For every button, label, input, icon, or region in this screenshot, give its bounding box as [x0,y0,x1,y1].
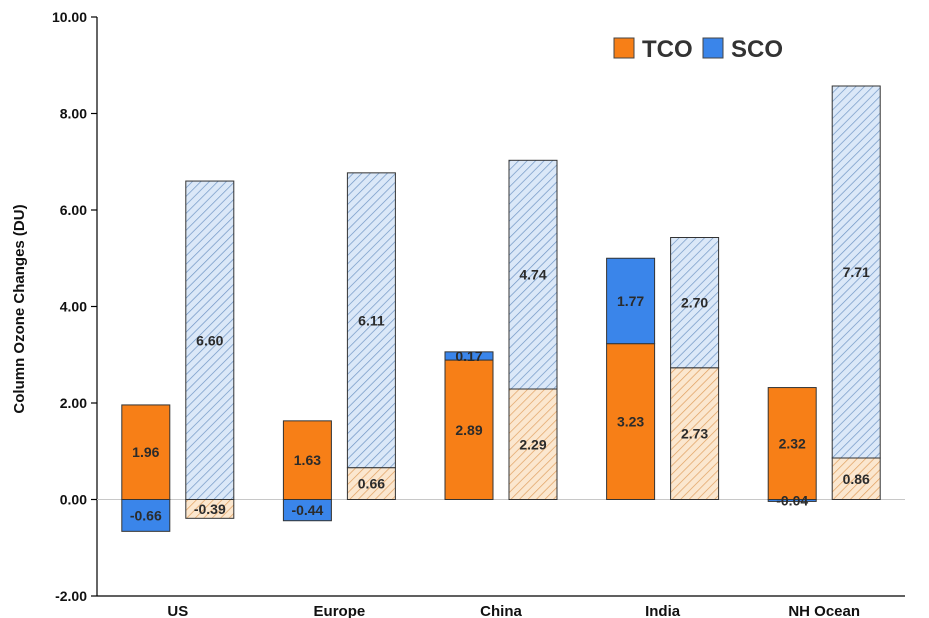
data-label: -0.04 [776,492,808,508]
data-label: 1.63 [294,452,321,468]
bar-sco-solid [121,499,171,532]
x-axis: US Europe China India NH Ocean [97,595,905,618]
legend-label-tco: TCO [642,36,693,63]
data-label: 6.11 [358,312,385,328]
legend-swatch-tco [613,37,635,59]
y-axis: 10.00 8.00 6.00 4.00 2.00 0.00 -2.00 [52,9,905,604]
data-labels: 1.96 -0.66 1.63 -0.44 2.89 0.17 3.23 1.77 2.32 -0… [130,264,870,523]
data-label: 3.23 [617,414,644,430]
data-label: 2.29 [519,436,546,452]
data-label: 2.70 [681,295,708,311]
data-label: 4.74 [519,267,546,283]
legend-label-sco: SCO [731,36,783,63]
bar-tco-hatched [670,367,720,500]
x-category-label: NH Ocean [788,603,860,618]
bar-sco-hatched [670,237,720,369]
legend: TCO SCO [613,36,783,63]
bar-sco-hatched [185,180,235,501]
data-label: 2.32 [779,436,806,452]
bar-tco-solid [606,343,656,500]
data-label: 0.66 [358,476,385,492]
bar-sco-solid [444,351,494,361]
bar-sco-hatched [831,85,881,459]
bar-tco-solid [121,404,171,500]
bar-tco-hatched [831,457,881,501]
bar-sco-solid [282,499,332,522]
y-tick-label: 8.00 [60,106,87,122]
bar-sco-hatched [346,172,396,469]
data-label: -0.66 [130,507,162,523]
data-label: 1.96 [132,444,159,460]
bars [121,85,881,532]
data-label: 1.77 [617,293,644,309]
bar-tco-hatched [346,467,396,500]
y-tick-label: 6.00 [60,202,87,218]
bar-tco-solid [767,387,817,500]
x-category-label: Europe [314,603,366,618]
data-label: -0.44 [291,502,323,518]
data-label: 2.89 [455,422,482,438]
data-label: 0.86 [843,471,870,487]
data-label: 7.71 [843,264,870,280]
bar-sco-solid [767,499,817,502]
data-label: -0.39 [194,501,226,517]
y-tick-label: 4.00 [60,299,87,315]
x-category-label: China [480,603,522,618]
data-label: 0.17 [455,348,482,364]
data-label: 2.73 [681,426,708,442]
bar-sco-solid [606,257,656,345]
legend-swatch-sco [702,37,724,59]
bar-sco-hatched [508,159,558,390]
y-tick-label: 10.00 [52,9,87,25]
data-label: 6.60 [196,332,223,348]
x-category-label: India [645,603,681,618]
y-tick-label: 2.00 [60,395,87,411]
x-category-label: US [167,603,188,618]
bar-tco-hatched [508,388,558,501]
y-tick-label: -2.00 [55,588,87,604]
y-tick-label: 0.00 [60,492,87,508]
y-axis-title: Column Ozone Changes (DU) [11,204,28,413]
